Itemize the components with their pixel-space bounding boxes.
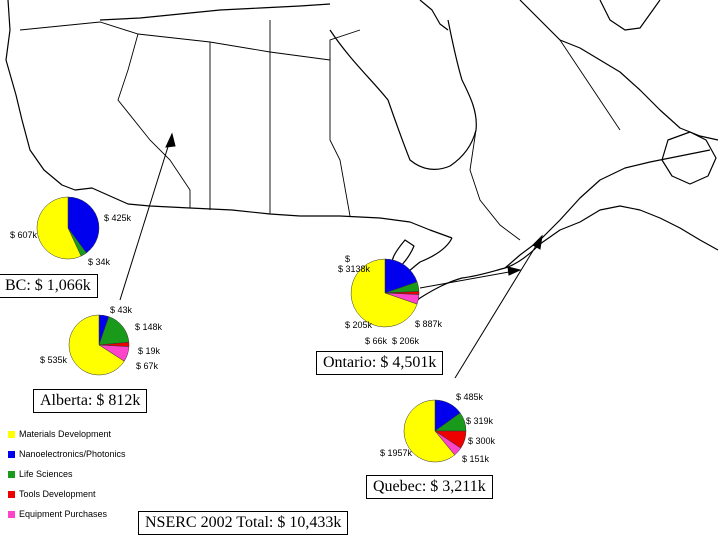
- legend-item-tools: Tools Development: [8, 484, 126, 504]
- ontario-slice-materials: [350, 258, 418, 328]
- territories-line: [19, 21, 331, 61]
- pie-chart-quebec: [403, 399, 467, 463]
- legend-swatch-nano: [8, 450, 15, 458]
- manitoba-ontario-border: [329, 60, 351, 217]
- quebec-label-equipment: $ 151k: [462, 454, 490, 464]
- quebec-label-materials: $ 1957k: [380, 448, 413, 458]
- quebec-border: [539, 205, 719, 251]
- legend-item-life: Life Sciences: [8, 464, 126, 484]
- legend-label-equipment: Equipment Purchases: [19, 509, 108, 519]
- legend-label-nano: Nanoelectronics/Photonics: [19, 449, 126, 459]
- quebec-label-tools: $ 300k: [468, 436, 496, 446]
- bc-label-life: $ 34k: [88, 257, 111, 267]
- alberta-label-equipment: $ 67k: [136, 361, 159, 371]
- pie-chart-alberta: [68, 314, 130, 376]
- total-box: NSERC 2002 Total: $ 10,433k: [138, 511, 349, 535]
- ontario-title-box: Ontario: $ 4,501k: [316, 351, 444, 375]
- legend-label-materials: Materials Development: [19, 429, 112, 439]
- ontario-label-materials: $ 3138k: [338, 264, 371, 274]
- quebec-label-nano: $ 485k: [456, 392, 484, 402]
- bc-label-nano: $ 425k: [104, 213, 132, 223]
- pacific-coastline: [5, 0, 301, 217]
- ontario-label-tools: $ 66k: [365, 336, 388, 346]
- map-outlines: [5, 0, 719, 319]
- legend-label-life: Life Sciences: [19, 469, 73, 479]
- ontario-label-life: $ 206k: [392, 336, 420, 346]
- bc-slice-materials: [36, 196, 82, 260]
- st-lawrence: [504, 149, 711, 269]
- bc-label-materials: $ 607k: [10, 230, 38, 240]
- legend: Materials Development Nanoelectronics/Ph…: [8, 424, 126, 524]
- legend-swatch-life: [8, 470, 15, 478]
- bc-alberta-border: [117, 33, 191, 208]
- quebec-title-box: Quebec: $ 3,211k: [366, 475, 493, 499]
- ontario-pointer: [419, 269, 521, 289]
- quebec-slice-materials: [403, 399, 456, 463]
- quebec-arrowhead: [532, 234, 543, 250]
- arctic-coast: [99, 3, 331, 21]
- alberta-label-nano: $ 43k: [110, 305, 133, 315]
- alberta-label-life: $ 148k: [135, 322, 163, 332]
- legend-swatch-tools: [8, 490, 15, 498]
- legend-item-materials: Materials Development: [8, 424, 126, 444]
- newfoundland: [661, 131, 717, 185]
- provincial-borders: [19, 20, 621, 241]
- ontario-label-nano: $ 887k: [415, 319, 443, 329]
- legend-item-nano: Nanoelectronics/Photonics: [8, 444, 126, 464]
- quebec-label-life: $ 319k: [466, 416, 494, 426]
- legend-item-equipment: Equipment Purchases: [8, 504, 126, 524]
- pointer-lines: [119, 132, 543, 379]
- legend-swatch-materials: [8, 430, 15, 438]
- ontario-quebec-border: [469, 129, 521, 241]
- bc-arrowhead: [165, 132, 176, 148]
- quebec-pointer: [454, 235, 543, 379]
- alberta-title-box: Alberta: $ 812k: [33, 389, 148, 413]
- alberta-label-materials: $ 535k: [40, 355, 68, 365]
- pie-chart-bc: [36, 196, 100, 260]
- legend-swatch-equipment: [8, 510, 15, 518]
- bc-pointer: [119, 133, 173, 301]
- ontario-arrowhead: [507, 266, 522, 276]
- alberta-label-tools: $ 19k: [138, 346, 161, 356]
- alberta-slice-materials: [68, 314, 125, 376]
- bc-slice-nano: [67, 196, 100, 254]
- ontario-label-materials-top: $: [345, 254, 350, 264]
- ontario-label-equipment: $ 205k: [345, 320, 373, 330]
- legend-label-tools: Tools Development: [19, 489, 96, 499]
- us-border: [300, 215, 453, 239]
- bc-title-box: BC: $ 1,066k: [0, 274, 98, 298]
- hudson-bay: [329, 19, 477, 170]
- pie-chart-ontario: [350, 258, 420, 328]
